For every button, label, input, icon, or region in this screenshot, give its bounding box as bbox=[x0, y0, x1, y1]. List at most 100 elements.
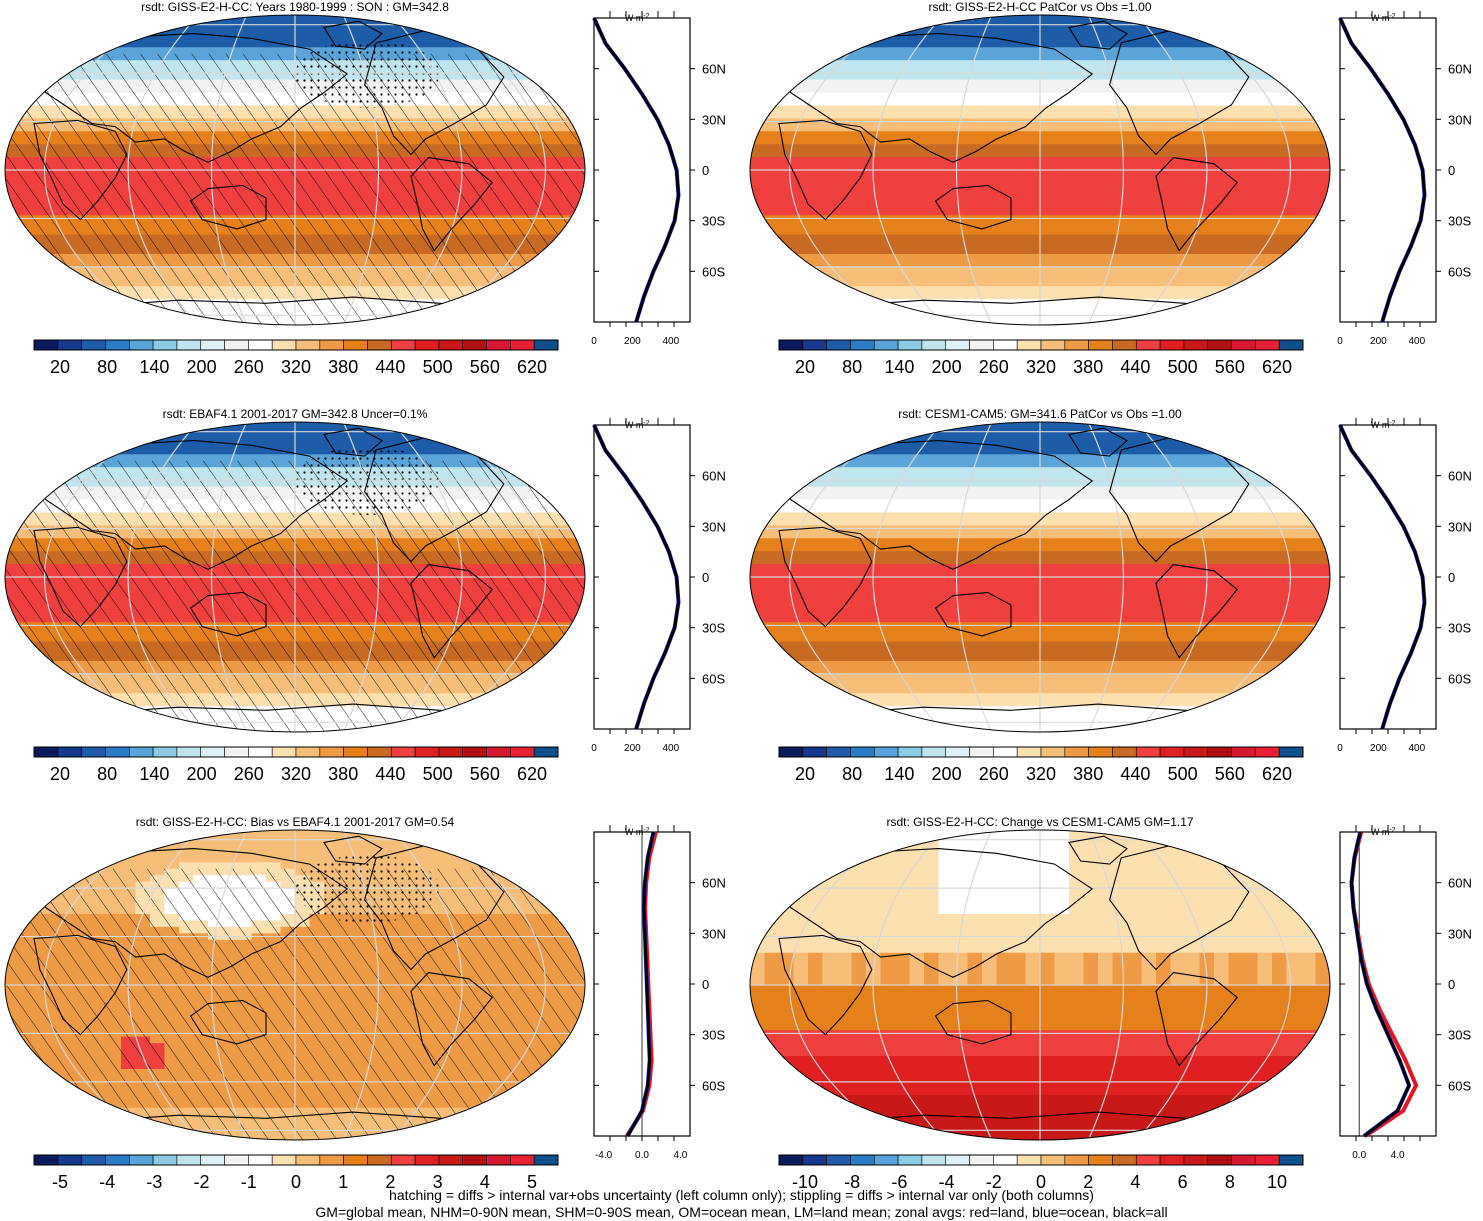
colorbar-swatch bbox=[81, 1154, 106, 1166]
zonal-plot-2: W m-2 60N 30N 0 30S 60S 0 200 400 bbox=[1337, 11, 1472, 347]
coastline-greenland bbox=[1068, 427, 1128, 457]
colorbar-swatch bbox=[33, 1154, 59, 1166]
zonal-lat-label: 30N bbox=[1448, 926, 1472, 941]
colorbar-swatch bbox=[1016, 1154, 1042, 1166]
colorbar-swatch bbox=[176, 1154, 202, 1166]
colorbar-tick-label: 20 bbox=[50, 357, 70, 377]
zonal-frame bbox=[593, 17, 691, 323]
colorbar-tick-label: 4 bbox=[480, 1172, 490, 1192]
colorbar-swatch bbox=[1255, 339, 1280, 351]
zonal-unit-label: W m-2 bbox=[1371, 827, 1396, 837]
colorbar-5: -5 -4 -3 -2 -1 0 1 2 3 4 5 bbox=[33, 1154, 559, 1192]
colorbar-tick-label: 620 bbox=[517, 357, 547, 377]
colorbar-frame bbox=[33, 746, 559, 758]
colorbar-tick-label: 380 bbox=[1073, 357, 1103, 377]
colorbar-swatch bbox=[778, 339, 804, 351]
colorbar-swatch bbox=[438, 746, 464, 758]
map-panel-3: rsdt: EBAF4.1 2001-2017 GM=342.8 Uncer=0… bbox=[4, 407, 586, 733]
colorbar-swatch bbox=[1231, 746, 1256, 758]
zonal-value-label: 0 bbox=[1337, 336, 1343, 347]
zonal-lat-label: 30S bbox=[702, 1028, 725, 1043]
colorbar-4: 20 80 140 200 260 320 380 440 500 560 620 bbox=[778, 746, 1304, 784]
colorbar-tick-label: 20 bbox=[795, 357, 815, 377]
zonal-value-label: 400 bbox=[1408, 336, 1425, 347]
colorbar-tick-label: -4 bbox=[939, 1172, 955, 1192]
colorbar-swatch bbox=[1231, 339, 1256, 351]
colorbar-swatch bbox=[510, 746, 535, 758]
coastline-samerica bbox=[1155, 972, 1238, 1067]
zonal-lat-label: 60N bbox=[1448, 62, 1472, 77]
zonal-value-label: 200 bbox=[1370, 336, 1387, 347]
zonal-lat-label: 60N bbox=[702, 876, 726, 891]
colorbar-swatch bbox=[128, 339, 154, 351]
colorbar-tick-label: 140 bbox=[139, 357, 169, 377]
colorbar-tick-label: 140 bbox=[139, 764, 169, 784]
colorbar-swatch bbox=[1231, 1154, 1256, 1166]
zonal-value-label: 0 bbox=[591, 743, 597, 754]
colorbar-swatch bbox=[224, 746, 249, 758]
zonal-value-label: 0.0 bbox=[1352, 1150, 1366, 1161]
colorbar-swatch bbox=[295, 1154, 321, 1166]
coastline-africa bbox=[33, 119, 128, 221]
coastline-eurasia bbox=[784, 440, 1094, 570]
coastline-africa bbox=[33, 526, 128, 628]
colorbar-swatch bbox=[1064, 339, 1089, 351]
coastline-eurasia bbox=[39, 440, 349, 570]
zonal-lat-label: 60N bbox=[702, 469, 726, 484]
colorbar-swatch bbox=[969, 339, 994, 351]
colorbar-swatch bbox=[1064, 1154, 1089, 1166]
colorbar-swatch bbox=[802, 1154, 827, 1166]
coastline-africa bbox=[778, 119, 873, 221]
colorbar-swatch bbox=[486, 1154, 511, 1166]
colorbar-swatch bbox=[993, 339, 1018, 351]
colorbar-swatch bbox=[200, 339, 225, 351]
colorbar-swatch bbox=[802, 339, 827, 351]
colorbar-tick-label: -5 bbox=[52, 1172, 68, 1192]
colorbar-swatch bbox=[248, 1154, 273, 1166]
colorbar-swatch bbox=[343, 339, 368, 351]
zonal-lat-label: 60S bbox=[702, 1078, 725, 1093]
colorbar-swatch bbox=[176, 339, 202, 351]
colorbar-swatch bbox=[152, 746, 178, 758]
colorbar-swatch bbox=[200, 746, 225, 758]
zonal-lat-label: 0 bbox=[1448, 163, 1455, 178]
colorbar-swatch bbox=[81, 746, 106, 758]
colorbar-swatch bbox=[1016, 339, 1042, 351]
colorbar-swatch bbox=[1040, 746, 1066, 758]
colorbar-swatch bbox=[57, 746, 82, 758]
colorbar-tick-label: 560 bbox=[470, 357, 500, 377]
colorbar-swatch bbox=[128, 746, 154, 758]
colorbar-tick-label: 260 bbox=[234, 357, 264, 377]
colorbar-tick-label: 80 bbox=[842, 357, 862, 377]
colorbar-swatch bbox=[367, 1154, 392, 1166]
colorbar-swatch bbox=[993, 746, 1018, 758]
footer-note-hatching: hatching = diffs > internal var+obs unce… bbox=[389, 1187, 1094, 1203]
zonal-value-label: 200 bbox=[624, 336, 641, 347]
colorbar-tick-label: 560 bbox=[1215, 764, 1245, 784]
zonal-lat-label: 30S bbox=[702, 214, 725, 229]
colorbar-swatch bbox=[533, 746, 559, 758]
coastline-samerica bbox=[410, 157, 493, 252]
zonal-value-label: 0.0 bbox=[635, 1150, 649, 1161]
colorbar-tick-label: -3 bbox=[146, 1172, 162, 1192]
coastline-australia bbox=[189, 184, 267, 230]
colorbar-swatch bbox=[1088, 1154, 1113, 1166]
coastline-australia bbox=[189, 591, 267, 637]
colorbar-tick-label: 3 bbox=[433, 1172, 443, 1192]
map-border bbox=[749, 829, 1331, 1141]
colorbar-swatch bbox=[921, 1154, 947, 1166]
map-title-1: rsdt: GISS-E2-H-CC: Years 1980-1999 : SO… bbox=[141, 0, 449, 14]
map-border bbox=[4, 14, 586, 326]
map-title-6: rsdt: GISS-E2-H-CC: Change vs CESM1-CAM5… bbox=[886, 815, 1193, 829]
colorbar-swatch bbox=[105, 1154, 130, 1166]
map-title-4: rsdt: CESM1-CAM5: GM=341.6 PatCor vs Obs… bbox=[898, 407, 1182, 421]
colorbar-swatch bbox=[390, 339, 416, 351]
colorbar-tick-label: -8 bbox=[844, 1172, 860, 1192]
colorbar-tick-label: 380 bbox=[1073, 764, 1103, 784]
colorbar-swatch bbox=[462, 339, 487, 351]
zonal-lat-label: 0 bbox=[702, 977, 709, 992]
colorbar-swatch bbox=[319, 339, 344, 351]
zonal-value-label: -4.0 bbox=[595, 1150, 613, 1161]
colorbar-swatch bbox=[850, 339, 875, 351]
